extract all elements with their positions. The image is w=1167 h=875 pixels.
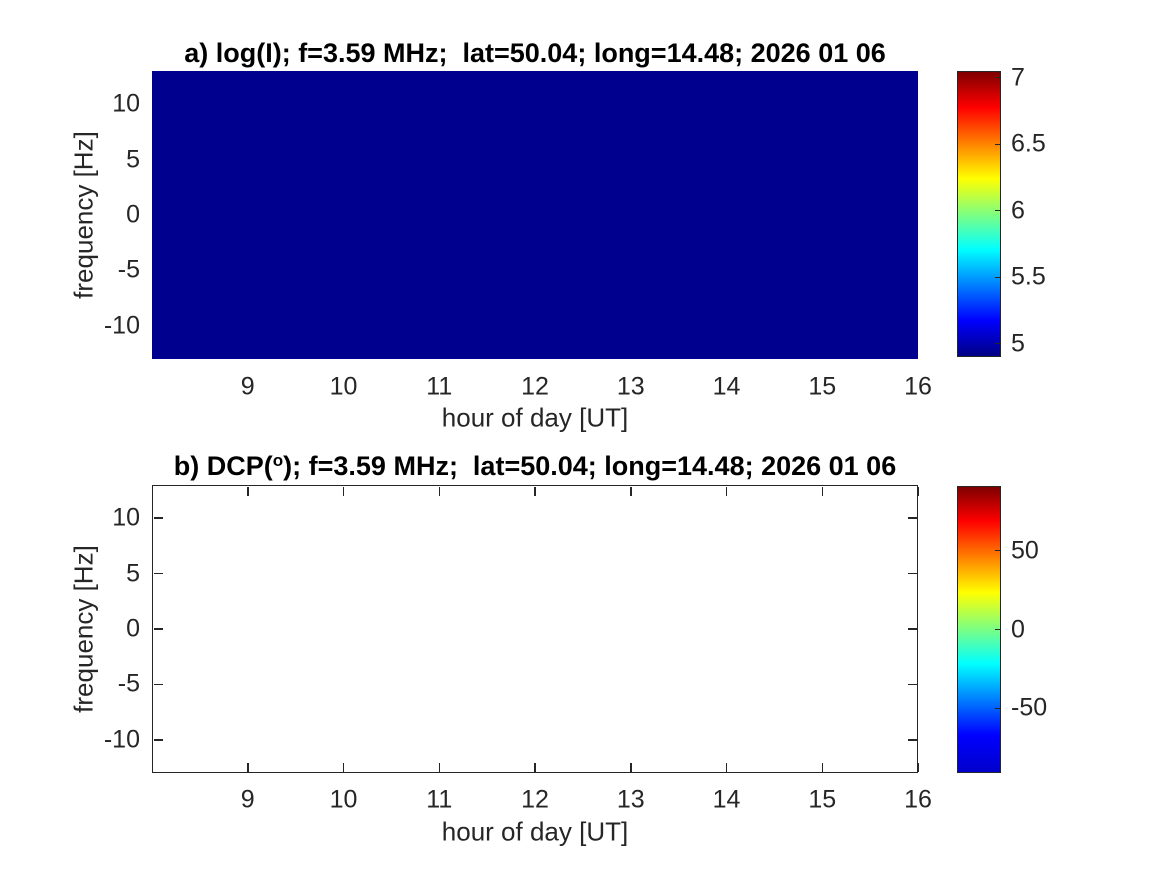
x-tick-mark: [438, 486, 440, 496]
y-tick-mark: [907, 739, 917, 741]
x-tick-label: 9: [240, 372, 255, 401]
y-tick-label: -10: [103, 311, 140, 340]
colorbar-tick-mark: [995, 210, 1000, 212]
y-tick-mark: [153, 628, 163, 630]
x-tick-mark: [917, 486, 919, 496]
x-tick-label: 11: [426, 372, 453, 401]
panel-a-title-pre: a) log(I); f=3.59 MHz; lat=50.04; long=1…: [184, 38, 886, 68]
x-tick-label: 13: [616, 372, 645, 401]
panel-a-title: a) log(I); f=3.59 MHz; lat=50.04; long=1…: [152, 38, 918, 68]
panel-a-heatmap: [152, 71, 918, 359]
x-tick-mark: [725, 762, 728, 772]
x-tick-label: 16: [904, 785, 932, 814]
panel-b-x-axis-label: hour of day [UT]: [441, 816, 629, 847]
panel-b-title: b) DCP(o); f=3.59 MHz; lat=50.04; long=1…: [152, 451, 918, 481]
x-tick-label: 12: [521, 785, 549, 814]
x-tick-mark: [438, 762, 440, 772]
y-tick-mark: [153, 572, 163, 575]
colorbar-tick-label: 7: [1011, 63, 1025, 92]
x-tick-mark: [342, 762, 345, 772]
x-tick-label: 16: [904, 372, 932, 401]
y-tick-mark: [907, 628, 917, 630]
colorbar-tick-label: 6: [1011, 196, 1025, 225]
y-tick-label: 10: [112, 89, 140, 118]
y-tick-mark: [907, 683, 917, 686]
x-tick-mark: [821, 486, 823, 496]
x-tick-label: 10: [329, 785, 358, 814]
colorbar-tick-mark: [995, 628, 1000, 631]
x-tick-label: 15: [808, 785, 837, 814]
y-tick-label: -5: [117, 669, 140, 698]
panel-a-colorbar: [957, 71, 1001, 357]
colorbar-tick-label: 50: [1011, 536, 1039, 565]
y-tick-label: 10: [112, 503, 140, 532]
panel-b-title-post: ); f=3.59 MHz; lat=50.04; long=14.48; 20…: [283, 451, 897, 481]
x-tick-mark: [917, 762, 919, 772]
x-tick-label: 13: [616, 785, 645, 814]
x-tick-mark: [534, 762, 536, 772]
colorbar-tick-label: 5: [1011, 329, 1025, 358]
x-tick-label: 11: [426, 785, 453, 814]
y-tick-label: -5: [117, 255, 140, 284]
colorbar-tick-label: 6.5: [1011, 129, 1046, 158]
x-tick-label: 14: [712, 372, 741, 401]
x-tick-mark: [247, 762, 249, 772]
x-tick-mark: [821, 762, 823, 772]
y-tick-mark: [907, 572, 917, 575]
colorbar-tick-label: 5.5: [1011, 262, 1046, 291]
panel-a-y-axis-label: frequency [Hz]: [68, 131, 99, 299]
y-tick-label: 0: [126, 614, 140, 643]
y-tick-mark: [153, 739, 163, 741]
colorbar-tick-mark: [995, 343, 1000, 345]
x-tick-mark: [725, 486, 728, 496]
panel-a-x-axis-label: hour of day [UT]: [441, 402, 629, 433]
x-tick-label: 15: [808, 372, 837, 401]
y-tick-mark: [153, 517, 163, 519]
panel-b-heatmap: [152, 485, 918, 773]
colorbar-tick-label: 0: [1011, 615, 1025, 643]
x-tick-mark: [247, 486, 249, 496]
y-tick-label: -10: [103, 725, 140, 754]
panel-b-title-sup: o: [272, 451, 284, 470]
x-tick-label: 12: [521, 372, 549, 401]
x-tick-mark: [630, 762, 632, 772]
y-tick-label: 5: [126, 145, 140, 174]
panel-b-y-axis-label: frequency [Hz]: [68, 545, 99, 713]
colorbar-tick-mark: [995, 707, 1000, 709]
colorbar-tick-label: -50: [1011, 693, 1048, 722]
x-tick-mark: [534, 486, 536, 496]
y-tick-label: 0: [126, 200, 140, 229]
x-tick-label: 10: [329, 372, 358, 401]
panel-b-title-pre: b) DCP(: [173, 451, 273, 481]
x-tick-mark: [342, 486, 345, 496]
x-tick-label: 14: [712, 785, 741, 814]
colorbar-tick-mark: [995, 143, 1000, 145]
x-tick-mark: [630, 486, 632, 496]
panel-b-colorbar: [957, 486, 1001, 773]
colorbar-tick-mark: [995, 550, 1000, 552]
colorbar-tick-mark: [995, 276, 1000, 278]
y-tick-label: 5: [126, 559, 140, 588]
colorbar-tick-mark: [995, 77, 1000, 79]
x-tick-label: 9: [240, 785, 255, 814]
y-tick-mark: [153, 683, 163, 686]
y-tick-mark: [907, 517, 917, 519]
